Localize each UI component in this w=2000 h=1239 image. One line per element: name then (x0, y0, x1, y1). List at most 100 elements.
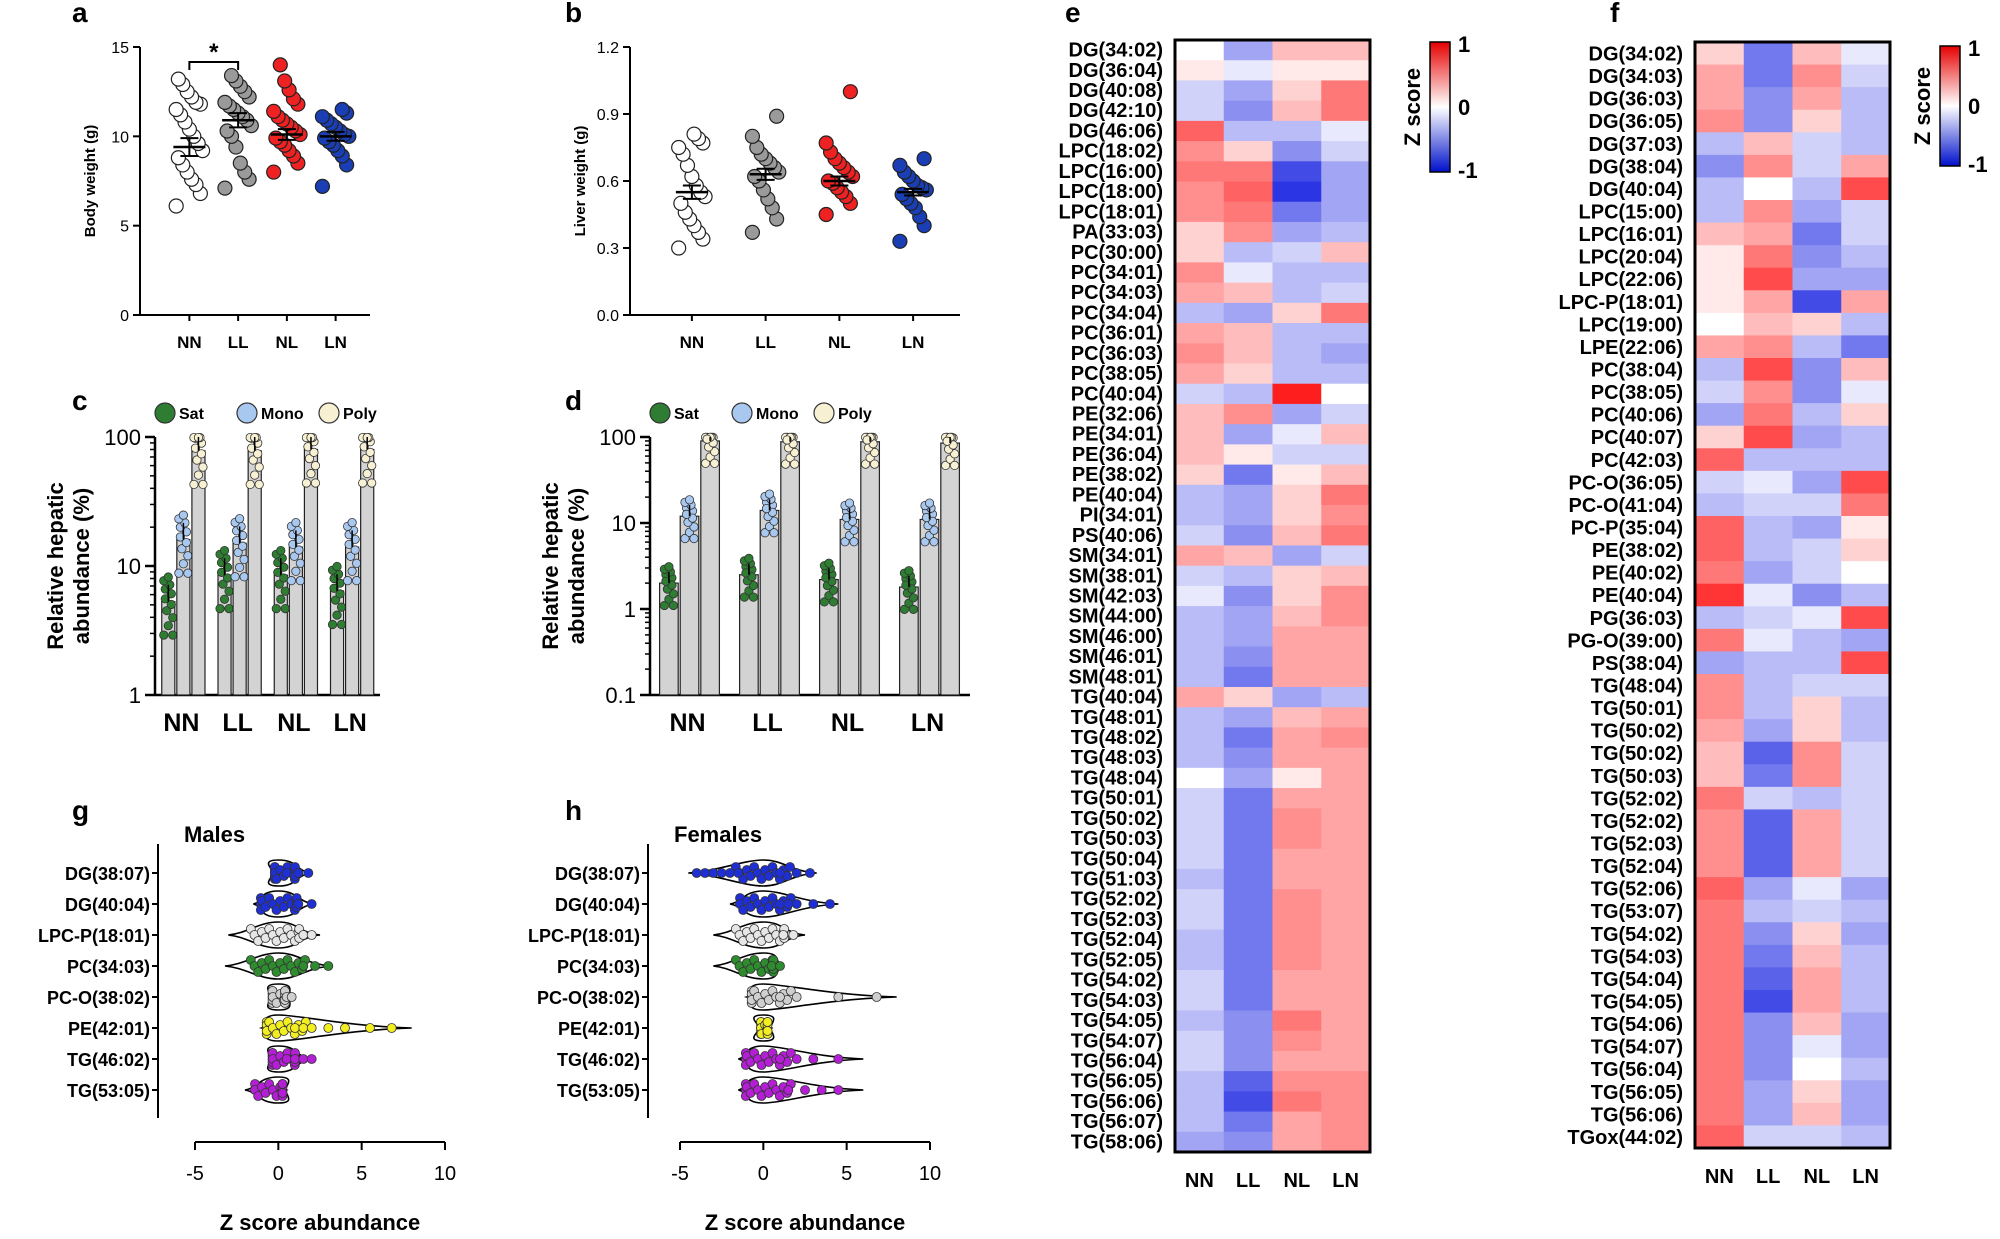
row-label: PS(40:06) (1072, 525, 1163, 547)
heatmap-cell-PE(34:01)-NL (1272, 424, 1322, 445)
row-label: TG(54:03) (1591, 946, 1683, 968)
heatmap-cell-TG(50:02)-LL (1743, 741, 1793, 765)
heatmap-cell-TG(56:07)-LL (1223, 1111, 1273, 1133)
heatmap-cell-PC(40:07)-LL (1743, 425, 1793, 449)
heatmap-cell-PC(40:06)-NL (1792, 403, 1842, 427)
heatmap-cell-LPC(16:00)-NL (1272, 161, 1322, 183)
heatmap-cell-DG(34:03)-NN (1695, 64, 1745, 88)
data-point-LL-mono (239, 572, 249, 582)
heatmap-cell-TG(54:05)-NN (1175, 1010, 1225, 1032)
heatmap-cell-TG(50:04)-NN (1175, 848, 1225, 870)
data-point-LN (317, 130, 333, 146)
heatmap-cell-DG(40:08)-NL (1272, 80, 1322, 102)
heatmap-cell-TG(58:06)-NN (1175, 1131, 1225, 1153)
row-label: PE(34:01) (1072, 424, 1163, 446)
heatmap-cell-DG(36:04)-NL (1272, 60, 1322, 81)
bar-LL-poly (780, 441, 801, 696)
heatmap-cell-LPC(15:00)-LN (1841, 200, 1891, 224)
heatmap-cell-PC-P(35:04)-NN (1695, 516, 1745, 540)
legend-label-mono: Mono (261, 406, 304, 423)
heatmap-cell-PC(34:01)-NL (1272, 262, 1322, 284)
heatmap-cell-TG(56:04)-LL (1743, 1057, 1793, 1081)
outlier-point-LPC-P(18:01) (298, 930, 309, 940)
x-tick-label: -5 (671, 1163, 689, 1185)
row-label: PC(40:07) (1591, 427, 1683, 449)
heatmap-cell-SM(34:01)-NN (1175, 545, 1225, 567)
heatmap-cell-LPE(22:06)-NN (1695, 335, 1745, 359)
heatmap-cell-DG(36:05)-NL (1792, 109, 1842, 133)
heatmap-cell-TG(48:02)-NN (1175, 727, 1225, 749)
heatmap-cell-DG(40:08)-LN (1321, 80, 1371, 102)
data-point-LL-poly (245, 479, 255, 490)
heatmap-cell-PI(34:01)-NL (1272, 505, 1322, 526)
heatmap-cell-TG(54:06)-NN (1695, 1012, 1745, 1036)
heatmap-cell-TG(48:03)-NL (1272, 747, 1322, 769)
heatmap-cell-LPC(18:02)-NL (1272, 141, 1322, 162)
data-point-NL-poly (861, 459, 871, 469)
heatmap-cell-PS(40:06)-NL (1272, 525, 1322, 546)
row-label: TG(53:07) (1591, 901, 1683, 923)
legend-label-mono: Mono (756, 406, 799, 423)
heatmap-cell-TG(54:07)-NL (1792, 1035, 1842, 1059)
heatmap-cell-TG(54:05)-LN (1841, 990, 1891, 1014)
bar-NL-poly (860, 441, 881, 696)
heatmap-cell-TG(53:07)-LN (1841, 899, 1891, 923)
row-label: TG(54:05) (1591, 992, 1683, 1014)
heatmap-cell-TG(52:06)-LN (1841, 877, 1891, 901)
heatmap-cell-PE(32:06)-LN (1321, 403, 1371, 425)
outlier-point-TG(46:02) (290, 1054, 300, 1064)
y-axis-label: Liver weight (g) (572, 126, 589, 237)
data-point-NN-sat (162, 606, 172, 616)
row-label: TG(50:02) (1071, 808, 1163, 830)
x-tick-label: 10 (434, 1163, 456, 1185)
row-label: TG(54:02) (1071, 970, 1163, 992)
heatmap-cell-TG(56:04)-LN (1841, 1057, 1891, 1081)
y-axis-label: Relative hepaticabundance (%) (43, 482, 94, 650)
data-point-LL-mono (235, 562, 245, 573)
row-label: TG(54:07) (1591, 1037, 1683, 1059)
heatmap-cell-TG(54:07)-LL (1223, 1030, 1273, 1052)
heatmap-cell-PC(38:05)-LN (1841, 380, 1891, 404)
panel-d-hepatic-abundance: d 0.1 1 10 100 Relative hepaticabundance (%) S… (538, 385, 970, 737)
data-point-LL-sat (748, 592, 759, 602)
heatmap-cell-DG(36:05)-LL (1743, 109, 1793, 133)
row-label: TG(54:03) (1071, 990, 1163, 1012)
heatmap-cell-TG(50:03)-LL (1743, 764, 1793, 788)
data-point-NL-sat (828, 585, 839, 595)
row-label: TG(54:05) (1071, 1010, 1163, 1032)
data-point-NL-sat (819, 597, 830, 607)
heatmap-cell-TG(54:07)-NN (1695, 1035, 1745, 1059)
heatmap-cell-DG(40:04)-LN (1841, 177, 1891, 201)
heatmap-cell-PG(36:03)-LL (1743, 606, 1793, 630)
heatmap-cell-SM(38:01)-LN (1321, 565, 1371, 587)
heatmap-cell-PG-O(39:00)-NL (1792, 628, 1842, 652)
data-point-NN-sat (160, 594, 170, 604)
data-point-NN-poly (710, 458, 720, 468)
y-tick-label: 0.3 (597, 241, 619, 258)
row-label: PE(36:04) (1072, 444, 1163, 466)
colorbar-label: Z score (1910, 67, 1935, 145)
heatmap-cell-TG(50:01)-LL (1223, 788, 1273, 809)
data-point-NN-poly (198, 462, 208, 472)
heatmap-cell-TG(53:07)-NN (1695, 899, 1745, 923)
data-point-NL-sat (276, 545, 286, 556)
outlier-point-DG(40:04) (306, 899, 317, 909)
row-label: PC(34:03) (1071, 282, 1163, 304)
y-axis-label-line: Relative hepatic (538, 482, 563, 650)
x-tick-label-NL: NL (828, 333, 851, 352)
row-label: TG(54:07) (1071, 1030, 1163, 1052)
panel-label-d: d (565, 385, 582, 416)
heatmap-cell-PE(38:02)-NL (1792, 538, 1842, 562)
data-point-LN-poly (950, 449, 960, 459)
heatmap-cell-PC(38:05)-LL (1743, 380, 1793, 404)
heatmap-cell-DG(34:02)-LL (1743, 42, 1793, 66)
heatmap-cell-LPC(20:04)-NN (1695, 245, 1745, 269)
data-point-NL (818, 206, 834, 223)
outlier-point-DG(38:07) (733, 868, 744, 878)
heatmap-cell-TG(52:05)-NN (1175, 949, 1225, 971)
data-point-NL-sat (821, 573, 831, 583)
data-point-NN (671, 139, 687, 156)
data-point-NN-sat (168, 630, 178, 640)
outlier-point-PC-O(38:02) (775, 992, 785, 1002)
outlier-point-DG(38:07) (700, 868, 710, 878)
